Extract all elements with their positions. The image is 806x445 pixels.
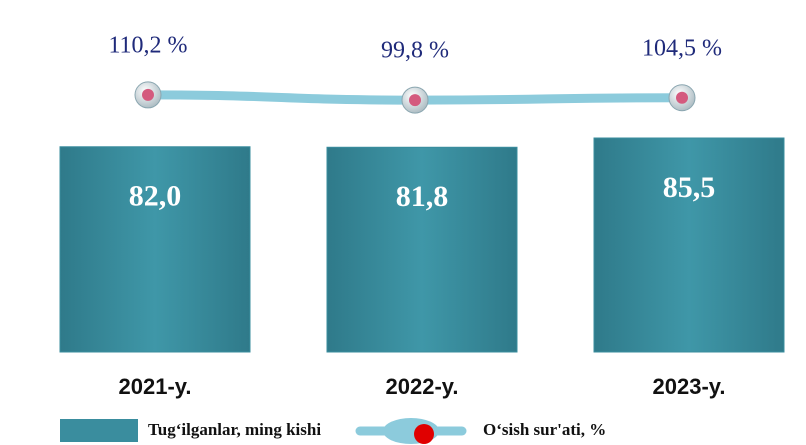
bar [59, 146, 251, 353]
legend-label: O‘sish sur'ati, % [483, 420, 606, 439]
bar-value-label: 82,0 [129, 180, 182, 213]
legend-marker-center [414, 424, 434, 444]
line-value-label: 104,5 % [642, 35, 722, 61]
line-marker-center [142, 88, 154, 101]
line-marker-center [676, 91, 688, 104]
line-value-label: 99,8 % [381, 38, 449, 64]
line-marker-center [409, 94, 421, 107]
legend-label: Tug‘ilganlar, ming kishi [148, 420, 321, 439]
bar-value-label: 85,5 [663, 171, 716, 204]
x-tick-label: 2022-y. [386, 374, 459, 399]
bar [326, 146, 518, 353]
legend-swatch [60, 419, 138, 442]
bar-value-label: 81,8 [396, 180, 449, 213]
x-tick-label: 2023-y. [653, 374, 726, 399]
bar [593, 137, 785, 353]
x-tick-label: 2021-y. [119, 374, 192, 399]
line-value-label: 110,2 % [108, 32, 187, 58]
